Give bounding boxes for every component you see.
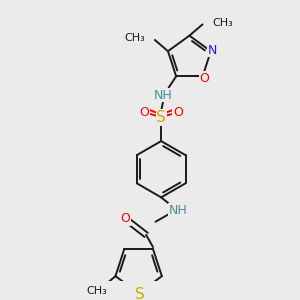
Text: N: N — [208, 44, 218, 57]
Text: O: O — [121, 212, 130, 225]
Text: CH₃: CH₃ — [86, 286, 107, 296]
Text: NH: NH — [169, 204, 188, 217]
Text: O: O — [200, 72, 209, 85]
Text: CH₃: CH₃ — [212, 17, 233, 28]
Text: S: S — [156, 110, 166, 125]
Text: O: O — [139, 106, 149, 118]
Text: CH₃: CH₃ — [125, 33, 146, 43]
Text: NH: NH — [154, 88, 172, 102]
Text: S: S — [135, 287, 145, 300]
Text: O: O — [173, 106, 183, 118]
